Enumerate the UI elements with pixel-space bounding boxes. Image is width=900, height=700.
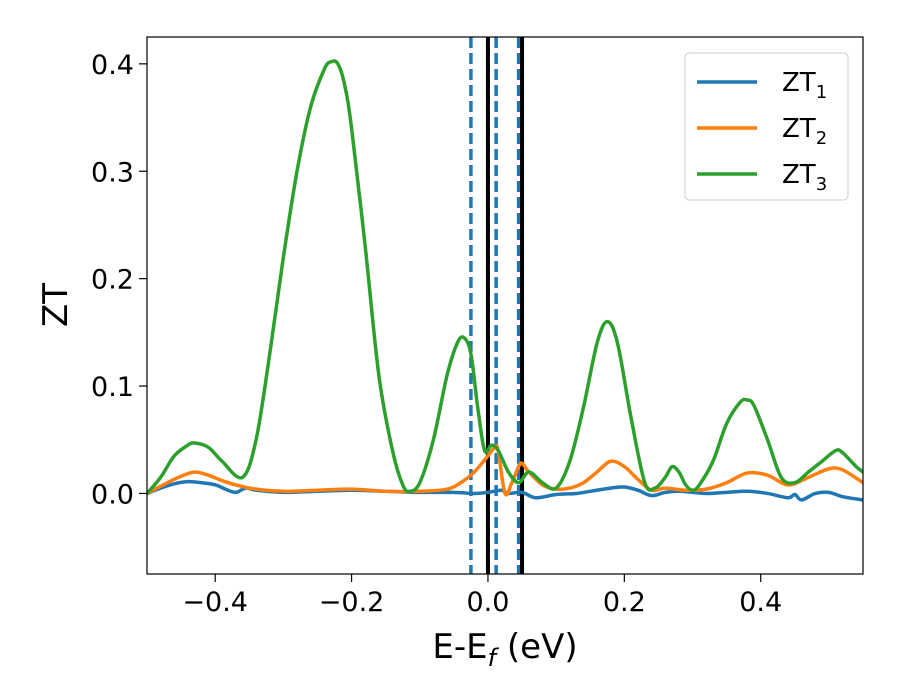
x-tick-label: −0.2 <box>319 587 385 618</box>
plot-frame <box>146 36 864 575</box>
legend: ZT1 ZT2 ZT3 <box>684 52 849 201</box>
plot-area: −0.4 −0.2 0.0 0.2 0.4 0.0 0.1 0.2 0.3 0.4 <box>91 36 864 618</box>
y-axis-label: ZT <box>36 283 76 327</box>
y-axis: 0.0 0.1 0.2 0.3 0.4 <box>91 50 147 510</box>
series-line-zt2 <box>147 443 863 497</box>
legend-label-zt3: ZT3 <box>782 160 827 195</box>
x-axis-label-unit: (eV) <box>496 627 578 667</box>
y-tick-label: 0.2 <box>91 265 134 296</box>
x-axis-label-main: E-E <box>432 627 487 667</box>
series-line-zt3 <box>147 59 863 496</box>
y-tick-label: 0.1 <box>91 372 134 403</box>
legend-label-zt2: ZT2 <box>782 114 827 149</box>
y-tick-label: 0.3 <box>91 157 134 188</box>
x-axis: −0.4 −0.2 0.0 0.2 0.4 <box>182 574 782 618</box>
legend-box <box>684 52 849 201</box>
series-line-zt1 <box>147 479 863 502</box>
x-tick-label: 0.4 <box>739 587 782 618</box>
x-axis-label: E-Ef (eV) <box>432 627 577 672</box>
reference-lines <box>469 37 525 574</box>
series-layer <box>147 59 863 502</box>
x-tick-label: −0.4 <box>182 587 248 618</box>
x-tick-label: 0.2 <box>603 587 646 618</box>
x-tick-label: 0.0 <box>466 587 509 618</box>
y-tick-label: 0.4 <box>91 50 134 81</box>
legend-label-zt1: ZT1 <box>782 68 827 103</box>
y-tick-label: 0.0 <box>91 479 134 510</box>
